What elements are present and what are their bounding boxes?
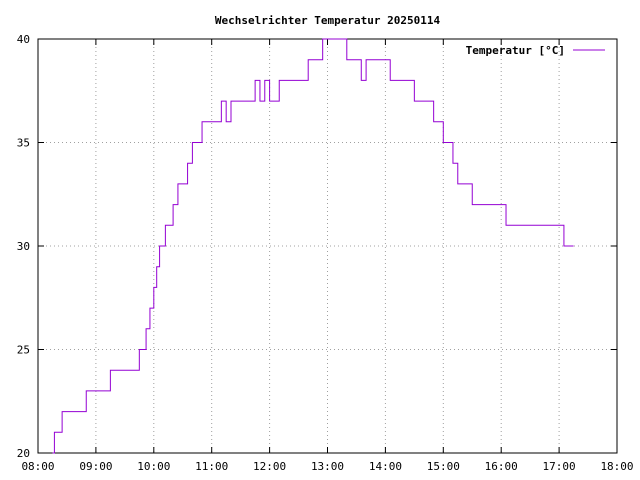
chart-title: Wechselrichter Temperatur 20250114	[215, 14, 441, 27]
y-tick-label: 40	[17, 33, 30, 46]
x-tick-label: 15:00	[427, 460, 460, 473]
series-line-temperatur	[52, 38, 574, 454]
x-tick-label: 09:00	[79, 460, 112, 473]
y-tick-label: 25	[17, 344, 30, 357]
y-tick-label: 20	[17, 447, 30, 460]
x-tick-label: 12:00	[253, 460, 286, 473]
x-tick-label: 08:00	[21, 460, 54, 473]
y-axis: 20 25 30 35 40	[17, 33, 617, 460]
x-tick-label: 18:00	[600, 460, 633, 473]
y-tick-label: 30	[17, 240, 30, 253]
x-axis: 08:00 09:00 10:00 11:00 12:00 13:00 14:00 15:00…	[21, 39, 634, 473]
y-tick-label: 35	[17, 137, 30, 150]
grid-lines	[38, 39, 617, 453]
x-tick-label: 16:00	[485, 460, 518, 473]
x-tick-label: 17:00	[543, 460, 576, 473]
x-tick-label: 14:00	[369, 460, 402, 473]
x-tick-label: 13:00	[311, 460, 344, 473]
x-tick-label: 11:00	[195, 460, 228, 473]
legend-label: Temperatur [°C]	[466, 44, 565, 57]
legend: Temperatur [°C]	[466, 44, 605, 57]
x-tick-label: 10:00	[137, 460, 170, 473]
